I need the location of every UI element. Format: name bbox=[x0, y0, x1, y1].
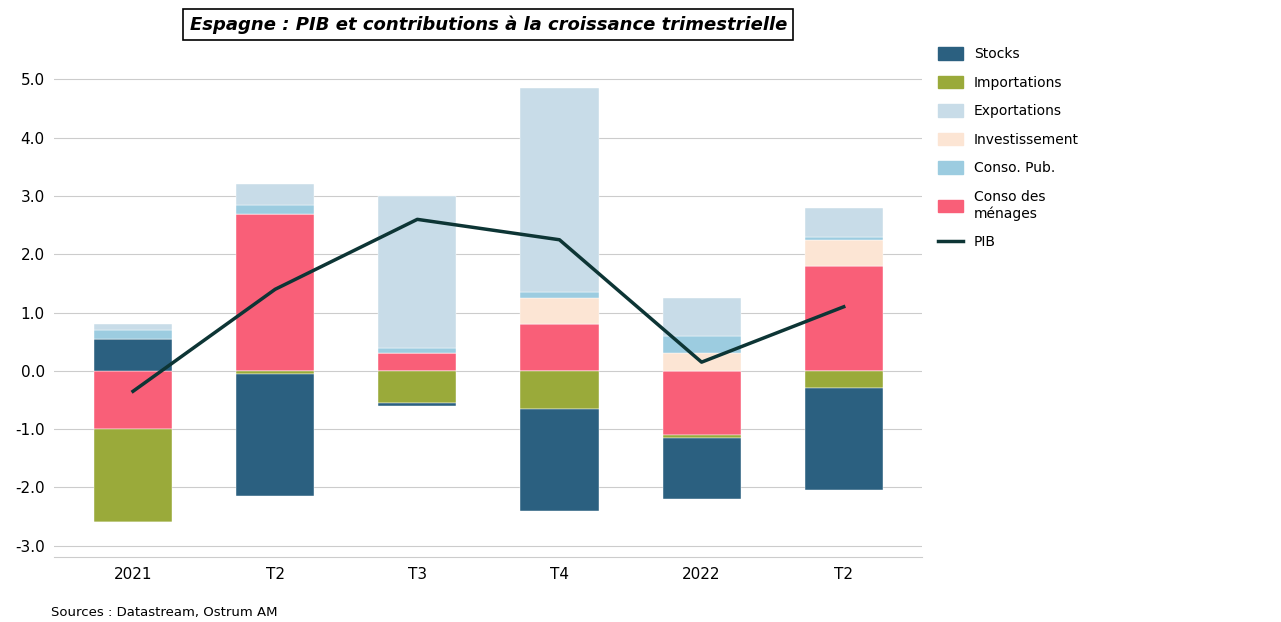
Line: PIB: PIB bbox=[133, 220, 844, 391]
Bar bbox=[662, 336, 740, 353]
Bar bbox=[94, 429, 172, 522]
Bar bbox=[804, 237, 883, 239]
Bar bbox=[804, 208, 883, 237]
PIB bbox=[410, 216, 425, 223]
PIB bbox=[268, 285, 283, 293]
Title: Espagne : PIB et contributions à la croissance trimestrielle: Espagne : PIB et contributions à la croi… bbox=[190, 15, 787, 34]
Bar bbox=[94, 339, 172, 371]
Bar bbox=[236, 374, 314, 496]
Bar bbox=[236, 371, 314, 374]
Bar bbox=[804, 388, 883, 490]
Bar bbox=[662, 435, 740, 438]
Bar bbox=[520, 409, 598, 511]
Bar bbox=[378, 353, 456, 371]
Bar bbox=[236, 213, 314, 371]
Bar bbox=[520, 371, 598, 409]
Bar bbox=[236, 205, 314, 213]
Bar bbox=[804, 266, 883, 371]
Bar bbox=[94, 371, 172, 429]
Bar bbox=[378, 196, 456, 348]
Text: Sources : Datastream, Ostrum AM: Sources : Datastream, Ostrum AM bbox=[51, 606, 278, 619]
Bar bbox=[378, 403, 456, 406]
PIB bbox=[126, 388, 141, 395]
Bar bbox=[662, 298, 740, 336]
Bar bbox=[804, 239, 883, 266]
Bar bbox=[520, 298, 598, 324]
Bar bbox=[236, 184, 314, 205]
Bar bbox=[520, 324, 598, 371]
PIB bbox=[552, 236, 567, 243]
Bar bbox=[94, 324, 172, 330]
Bar bbox=[662, 371, 740, 435]
Bar bbox=[378, 371, 456, 403]
Bar bbox=[520, 88, 598, 292]
Bar bbox=[378, 348, 456, 353]
Bar bbox=[804, 371, 883, 388]
Bar bbox=[94, 330, 172, 339]
Bar bbox=[662, 353, 740, 371]
PIB bbox=[836, 303, 852, 310]
Bar bbox=[520, 292, 598, 298]
PIB bbox=[694, 358, 710, 366]
Bar bbox=[662, 438, 740, 499]
Legend: Stocks, Importations, Exportations, Investissement, Conso. Pub., Conso des
ménag: Stocks, Importations, Exportations, Inve… bbox=[938, 47, 1079, 249]
